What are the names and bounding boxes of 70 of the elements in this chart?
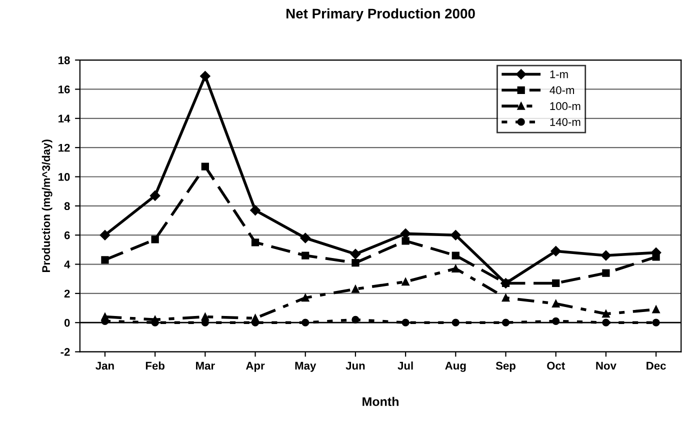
x-tick-label: Dec [646, 362, 666, 370]
x-tick-label: Jul [398, 362, 413, 370]
point [200, 70, 210, 82]
point [452, 318, 460, 326]
point [101, 312, 109, 321]
point [352, 285, 360, 293]
point [552, 317, 560, 325]
y-tick-label: 16 [58, 86, 70, 94]
y-tick-label: 10 [58, 173, 70, 181]
legend-label: 40-m [550, 86, 574, 94]
y-tick-label: 14 [58, 114, 70, 122]
point [350, 248, 361, 260]
point [352, 258, 360, 267]
point [300, 232, 310, 244]
point [602, 310, 610, 318]
x-tick-label: Jun [346, 362, 365, 370]
y-tick-label: -2 [60, 348, 70, 356]
point [101, 256, 109, 264]
point [402, 278, 410, 286]
point [400, 228, 411, 239]
point [502, 294, 510, 302]
x-tick-label: Nov [596, 362, 616, 370]
x-tick-label: Jan [96, 362, 114, 370]
x-axis-title: Month [362, 396, 398, 406]
point [602, 318, 610, 326]
point [201, 162, 209, 170]
point [100, 230, 110, 240]
x-tick-label: Mar [196, 362, 215, 370]
chart-title: Net Primary Production 2000 [286, 8, 475, 22]
point [201, 312, 209, 321]
point [151, 236, 159, 244]
point [652, 318, 660, 326]
point [652, 306, 660, 314]
point [552, 300, 560, 308]
x-tick-label: Sep [496, 362, 516, 372]
x-tick-label: Oct [547, 362, 565, 370]
point [600, 250, 612, 261]
point [452, 252, 460, 260]
x-tick-label: Apr [246, 362, 265, 372]
y-tick-label: 2 [64, 290, 70, 298]
point [302, 252, 310, 260]
y-tick-label: 12 [58, 144, 70, 152]
point [652, 253, 660, 261]
y-tick-label: 18 [58, 56, 70, 64]
x-tick-label: May [295, 362, 316, 372]
legend-label: 140-m [550, 118, 580, 126]
legend-label: 100-m [550, 102, 580, 110]
point [402, 237, 410, 245]
point [250, 205, 260, 216]
point [302, 318, 310, 326]
y-tick-label: 4 [64, 260, 70, 268]
point [402, 318, 410, 326]
point [450, 230, 461, 240]
point [502, 318, 510, 326]
y-tick-label: 0 [64, 318, 70, 327]
y-axis-title: Production (mg/m^3/day) [42, 140, 52, 272]
point [150, 190, 160, 201]
x-tick-label: Feb [146, 362, 164, 370]
y-tick-label: 6 [64, 231, 70, 240]
point [302, 294, 310, 302]
point [251, 314, 260, 322]
point [251, 238, 260, 246]
point [552, 279, 560, 288]
point [452, 264, 460, 272]
point [550, 246, 561, 256]
point [602, 269, 610, 277]
point [352, 316, 360, 324]
y-tick-label: 8 [64, 202, 70, 210]
x-tick-label: Aug [445, 362, 466, 372]
legend-label: 1-m [550, 70, 568, 78]
